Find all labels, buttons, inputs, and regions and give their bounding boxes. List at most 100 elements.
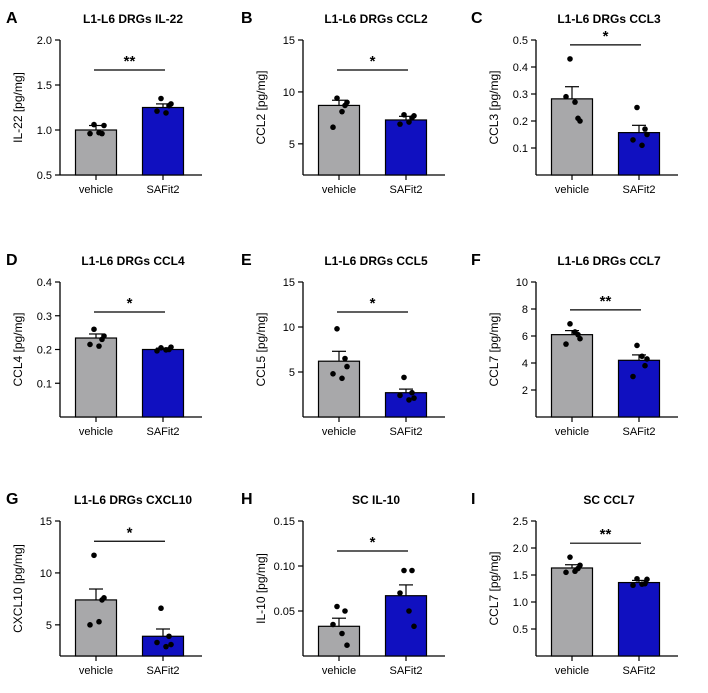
y-tick-label: 8: [522, 304, 528, 316]
y-tick-label: 2.0: [37, 35, 52, 47]
y-axis-label: CCL3 [pg/mg]: [487, 70, 501, 144]
y-tick-label: 0.5: [513, 35, 528, 47]
data-point: [330, 371, 336, 377]
chart-panel-e: E L1-L6 DRGs CCL5 CCL5 [pg/mg] 5 10 15 vehicle…: [241, 252, 445, 438]
significance-marker: **: [600, 526, 612, 543]
y-tick-label: 10: [283, 87, 295, 99]
data-point: [96, 618, 102, 625]
data-point: [163, 347, 169, 353]
significance-marker: *: [370, 53, 376, 70]
data-point: [563, 93, 569, 100]
significance-marker: **: [600, 293, 612, 310]
y-tick-label: 1.5: [513, 570, 528, 582]
significance-marker: *: [370, 295, 376, 312]
data-point: [639, 142, 645, 149]
chart-panel-c: C L1-L6 DRGs CCL3 CCL3 [pg/mg] 0.1 0.2 0.3 0.4…: [471, 10, 678, 196]
data-point: [397, 392, 403, 399]
y-tick-label: 0.4: [37, 277, 52, 289]
bar-safit2: [617, 359, 661, 418]
data-point: [91, 552, 97, 559]
data-point: [401, 374, 407, 381]
x-tick-label: vehicle: [322, 665, 356, 677]
y-tick-label: 0.1: [513, 143, 528, 155]
panel-letter: B: [241, 10, 253, 27]
data-point: [334, 603, 340, 610]
chart-title: L1-L6 DRGs IL-22: [83, 12, 183, 26]
bar-safit2: [384, 595, 428, 657]
y-tick-label: 0.10: [274, 561, 295, 573]
x-tick-label: SAFit2: [146, 665, 179, 677]
data-point: [163, 110, 169, 116]
bar-safit2: [617, 132, 661, 176]
data-point: [634, 575, 640, 582]
y-tick-label: 15: [283, 277, 295, 289]
bar-vehicle: [317, 104, 361, 176]
panel-letter: D: [6, 252, 18, 269]
bar-vehicle: [550, 567, 594, 657]
y-tick-label: 0.1: [37, 378, 52, 390]
data-point: [344, 99, 350, 106]
data-point: [334, 95, 340, 101]
data-point: [639, 353, 645, 360]
y-tick-label: 0.3: [37, 311, 52, 323]
bar-safit2: [141, 348, 185, 418]
data-point: [168, 344, 174, 350]
data-point: [397, 121, 403, 127]
x-tick-label: vehicle: [555, 426, 589, 438]
data-point: [563, 341, 569, 347]
y-axis-label: CXCL10 [pg/mg]: [11, 544, 25, 633]
x-tick-label: vehicle: [79, 665, 113, 677]
y-axis-label: IL-22 [pg/mg]: [11, 72, 25, 143]
x-tick-label: SAFit2: [622, 665, 655, 677]
x-tick-label: vehicle: [555, 665, 589, 677]
y-axis-label: CCL7 [pg/mg]: [487, 551, 501, 625]
data-point: [572, 99, 578, 105]
data-point: [339, 375, 345, 382]
x-tick-label: vehicle: [79, 184, 113, 196]
y-tick-label: 0.5: [37, 170, 52, 182]
data-point: [411, 395, 417, 401]
chart-panel-g: G L1-L6 DRGs CXCL10 CXCL10 [pg/mg] 5 10 15 veh…: [6, 491, 202, 677]
chart-title: SC CCL7: [583, 493, 635, 507]
data-point: [91, 326, 97, 333]
x-tick-label: SAFit2: [389, 665, 422, 677]
significance-marker: *: [370, 534, 376, 551]
y-tick-label: 0.3: [513, 89, 528, 101]
x-tick-label: vehicle: [555, 184, 589, 196]
data-point: [154, 639, 160, 646]
chart-panel-h: H SC IL-10 IL-10 [pg/mg] 0.05 0.10 0.15 vehicl…: [241, 491, 445, 677]
y-axis-label: IL-10 [pg/mg]: [254, 553, 268, 624]
data-point: [101, 122, 107, 129]
y-tick-label: 15: [40, 516, 52, 528]
data-point: [630, 582, 636, 589]
y-tick-label: 4: [522, 358, 528, 370]
data-point: [567, 321, 573, 327]
bar-vehicle: [317, 360, 361, 418]
data-point: [572, 329, 578, 335]
y-tick-label: 10: [283, 322, 295, 334]
data-point: [630, 373, 636, 380]
data-point: [406, 608, 412, 614]
chart-title: L1-L6 DRGs CCL2: [324, 12, 428, 26]
x-tick-label: vehicle: [322, 184, 356, 196]
data-point: [158, 605, 164, 612]
panel-letter: F: [471, 252, 481, 269]
y-tick-label: 0.5: [513, 624, 528, 636]
data-point: [642, 126, 648, 132]
chart-panel-f: F L1-L6 DRGs CCL7 CCL7 [pg/mg] 2 4 6 8 10 vehicl…: [471, 252, 678, 438]
y-tick-label: 1.0: [513, 597, 528, 609]
data-point: [339, 630, 345, 637]
x-tick-label: SAFit2: [622, 426, 655, 438]
y-tick-label: 6: [522, 331, 528, 343]
y-tick-label: 5: [46, 620, 52, 632]
data-point: [644, 131, 650, 138]
chart-title: L1-L6 DRGs CCL5: [324, 254, 428, 268]
data-point: [334, 326, 340, 332]
data-point: [168, 641, 174, 648]
data-point: [567, 554, 573, 560]
y-tick-label: 2.5: [513, 516, 528, 528]
bar-safit2: [617, 581, 661, 657]
data-point: [96, 129, 102, 136]
panel-letter: A: [6, 10, 18, 27]
data-point: [567, 56, 573, 62]
